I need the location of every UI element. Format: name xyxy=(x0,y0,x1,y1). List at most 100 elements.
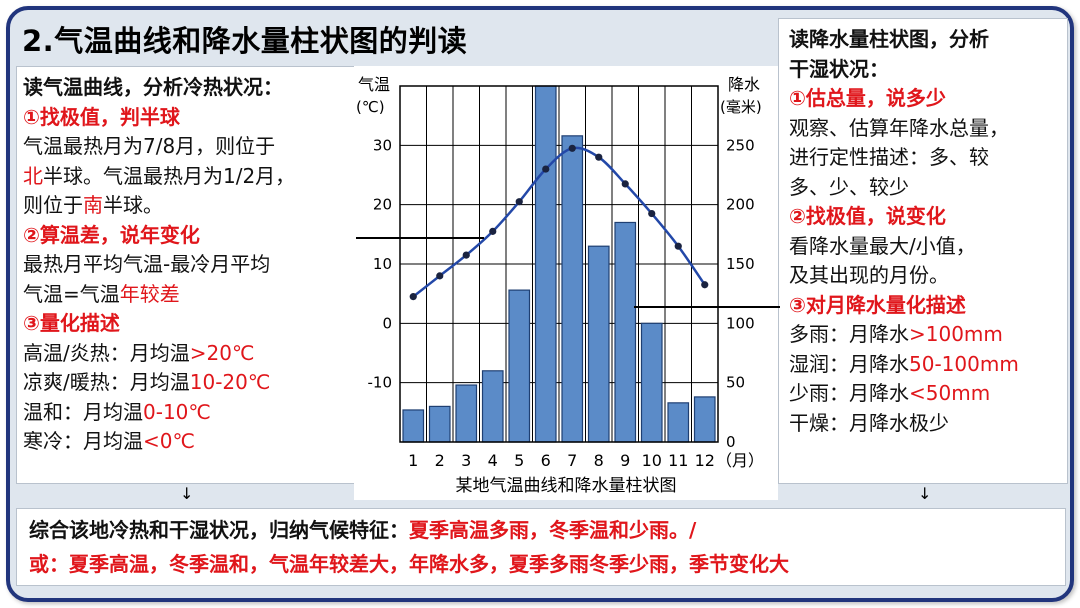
month-tick-12: 12 xyxy=(695,451,715,470)
summary-line-1: 综合该地冷热和干湿状况，归纳气候特征：夏季高温多雨，冬季温和少雨。/ xyxy=(29,513,1053,547)
left-heading: 读气温曲线，分析冷热状况： xyxy=(23,75,283,99)
left-line-8: 温和：月均温0-10℃ xyxy=(23,398,349,428)
month-tick-10: 10 xyxy=(642,451,662,470)
temp-tick-30: 30 xyxy=(373,136,392,154)
temp-point-7 xyxy=(568,144,576,152)
right-line-9: 干燥：月降水极少 xyxy=(789,410,949,435)
cool-label: 凉爽/暖热：月均温 xyxy=(23,370,190,394)
left-line-1: 气温最热月为7/8月，则位于 xyxy=(23,134,276,158)
left-line-9: 寒冷：月均温<0℃ xyxy=(23,427,349,457)
summary-line-2: 或：夏季高温，冬季温和，气温年较差大，年降水多，夏季多雨冬季少雨，季节变化大 xyxy=(29,552,789,576)
plot-frame xyxy=(399,85,719,443)
cold-label: 寒冷：月均温 xyxy=(23,429,143,453)
summary-intro: 综合该地冷热和干湿状况，归纳气候特征： xyxy=(29,518,409,542)
month-tick-7: 7 xyxy=(567,451,577,470)
precip-tick-250: 250 xyxy=(726,136,755,154)
right-connector-line xyxy=(634,306,780,308)
right-line-3: 多、少、较少 xyxy=(789,174,909,199)
hot-value: >20℃ xyxy=(189,340,255,365)
left-line-2-text: 半球。气温最热月为1/2月， xyxy=(43,163,296,188)
precipitation-analysis-panel: 读降水量柱状图，分析 干湿状况： ①估总量，说多少 观察、估算年降水总量， 进行… xyxy=(778,18,1068,484)
right-line-4: 看降水量最大/小值， xyxy=(789,233,976,258)
temp-tick-20: 20 xyxy=(373,196,392,214)
temp-axis-label-2: (℃) xyxy=(356,98,385,116)
cool-value: 10-20℃ xyxy=(189,370,271,394)
climate-chart-container: 30 20 10 0 -10 250 200 150 100 50 0 1 2 3 4 5 6 7 8 9 10 11 12… xyxy=(354,66,778,500)
left-line-3: 则位于南半球。 xyxy=(23,191,349,221)
right-step-1: ①估总量，说多少 xyxy=(789,86,946,110)
precip-bar-10 xyxy=(640,322,663,443)
right-line-6: 多雨：月降水>100mm xyxy=(789,320,1061,350)
precip-bar-12 xyxy=(693,396,716,443)
left-line-6: 高温/炎热：月均温>20℃ xyxy=(23,339,349,369)
precip-tick-150: 150 xyxy=(726,255,755,273)
right-heading-2: 干湿状况： xyxy=(789,56,889,81)
temp-axis-label-1: 气温 xyxy=(358,75,390,94)
temp-point-4 xyxy=(489,227,497,235)
temp-point-8 xyxy=(595,153,603,161)
left-connector-line xyxy=(356,237,484,239)
climate-summary-panel: 综合该地冷热和干湿状况，归纳气候特征：夏季高温多雨，冬季温和少雨。/ 或：夏季高… xyxy=(16,508,1066,586)
precip-bar-11 xyxy=(667,402,690,443)
precip-bar-8 xyxy=(587,245,610,443)
month-tick-6: 6 xyxy=(541,451,551,470)
temp-point-9 xyxy=(621,180,629,188)
mild-value: 0-10℃ xyxy=(143,399,211,424)
precip-tick-100: 100 xyxy=(726,314,755,332)
month-tick-5: 5 xyxy=(514,451,524,470)
left-step-1: ①找极值，判半球 xyxy=(23,104,180,129)
right-line-7: 湿润：月降水50-100mm xyxy=(789,350,1061,380)
month-tick-4: 4 xyxy=(488,451,498,470)
precip-bar-1 xyxy=(402,409,425,443)
month-tick-3: 3 xyxy=(461,451,471,470)
precip-bar-7 xyxy=(561,135,584,443)
hot-label: 高温/炎热：月均温 xyxy=(23,340,190,365)
right-line-8: 少雨：月降水<50mm xyxy=(789,379,1061,409)
left-line-7: 凉爽/暖热：月均温10-20℃ xyxy=(23,368,349,398)
temp-point-3 xyxy=(462,251,470,259)
temp-point-11 xyxy=(674,242,682,250)
precip-bar-2 xyxy=(428,405,451,443)
precip-bar-9 xyxy=(614,221,637,443)
left-line-3-suffix: 半球。 xyxy=(103,193,163,217)
left-down-arrow: ↓ xyxy=(180,484,194,503)
temp-point-2 xyxy=(436,272,444,280)
dry-value: <50mm xyxy=(909,381,991,405)
precip-tick-50: 50 xyxy=(726,374,745,392)
precip-bar-4 xyxy=(481,370,504,443)
rainy-label: 多雨：月降水 xyxy=(789,322,909,346)
temp-point-5 xyxy=(515,198,523,206)
x-axis-unit: （月） xyxy=(716,451,764,470)
dry-label: 少雨：月降水 xyxy=(789,381,909,405)
summary-conclusion: 夏季高温多雨，冬季温和少雨。/ xyxy=(409,518,697,542)
month-tick-8: 8 xyxy=(594,451,604,470)
humid-value: 50-100mm xyxy=(909,351,1019,376)
precip-axis-label-2: (毫米) xyxy=(720,98,762,116)
left-line-2: 北半球。气温最热月为1/2月， xyxy=(23,162,349,192)
right-line-5: 及其出现的月份。 xyxy=(789,263,949,287)
humid-label: 湿润：月降水 xyxy=(789,351,909,376)
right-heading-1: 读降水量柱状图，分析 xyxy=(789,27,989,51)
left-line-5: 气温=气温年较差 xyxy=(23,280,349,310)
rainy-value: >100mm xyxy=(909,322,1003,346)
temp-point-1 xyxy=(409,293,417,301)
right-line-2: 进行定性描述：多、较 xyxy=(789,145,989,169)
temp-tick--10: -10 xyxy=(368,374,393,392)
precip-axis-label-1: 降水 xyxy=(728,75,760,94)
left-step-3: ③量化描述 xyxy=(23,311,120,335)
left-line-4: 最热月平均气温-最冷月平均 xyxy=(23,252,271,276)
month-tick-9: 9 xyxy=(620,451,630,470)
temperature-analysis-panel: 读气温曲线，分析冷热状况： ①找极值，判半球 气温最热月为7/8月，则位于 北半… xyxy=(16,66,356,484)
chart-title: 某地气温曲线和降水量柱状图 xyxy=(456,476,677,496)
cold-value: <0℃ xyxy=(143,429,195,453)
temp-point-12 xyxy=(701,281,709,289)
mild-label: 温和：月均温 xyxy=(23,399,143,424)
temp-tick-10: 10 xyxy=(373,255,392,273)
right-down-arrow: ↓ xyxy=(918,484,932,503)
left-step-2: ②算温差，说年变化 xyxy=(23,222,200,247)
right-step-3: ③对月降水量化描述 xyxy=(789,292,966,317)
precip-tick-200: 200 xyxy=(726,196,755,214)
right-step-2: ②找极值，说变化 xyxy=(789,204,946,228)
left-line-5-text: 气温=气温 xyxy=(23,281,120,306)
